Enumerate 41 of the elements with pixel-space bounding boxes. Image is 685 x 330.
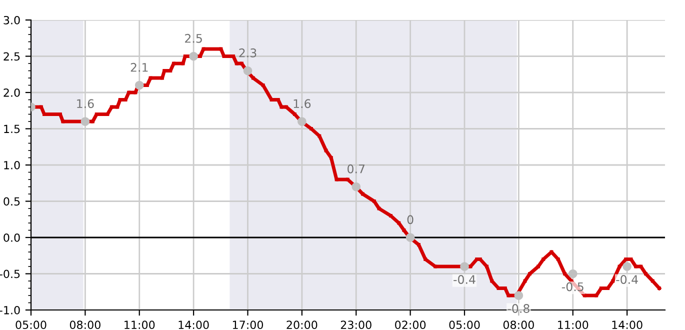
data-label: 2.5 — [185, 34, 202, 43]
data-label: 1.6 — [294, 99, 311, 108]
data-label: 2.1 — [130, 62, 148, 72]
x-tick-label: 02:00 — [395, 320, 426, 330]
point — [406, 233, 415, 242]
data-label: -0.4 — [616, 275, 638, 284]
data-label: -0.5 — [562, 282, 584, 292]
x-tick-label: 14:00 — [178, 320, 209, 330]
y-tick-label: 3.0 — [4, 16, 20, 24]
x-tick-label: 23:00 — [340, 320, 372, 330]
x-tick-label: 11:00 — [558, 320, 588, 330]
x-tick-label: 08:00 — [70, 320, 100, 330]
data-label: -0.4 — [454, 275, 476, 284]
x-tick-label: 17:00 — [232, 320, 264, 330]
point — [352, 182, 361, 192]
data-label: -0.8 — [508, 304, 530, 313]
point — [80, 117, 90, 126]
data-label: 0 — [407, 215, 414, 224]
x-tick-label: 20:00 — [286, 320, 318, 330]
point — [568, 269, 578, 278]
point — [622, 262, 632, 271]
x-tick-label: 05:00 — [16, 320, 46, 330]
point — [134, 80, 144, 90]
x-tick-label: 14:00 — [612, 320, 642, 330]
x-tick-label: 05:00 — [449, 320, 480, 330]
data-label: 1.6 — [77, 99, 94, 108]
y-tick-label: 1.0 — [4, 160, 20, 170]
point — [298, 117, 306, 126]
point — [189, 52, 198, 61]
point — [514, 291, 524, 300]
y-tick-label: 1.5 — [4, 124, 20, 134]
data-label: 0.7 — [348, 164, 365, 174]
y-tick-label: 2.5 — [4, 52, 20, 61]
y-tick-label: 2.0 — [4, 88, 20, 97]
point — [460, 262, 469, 271]
data-label: 2.3 — [239, 48, 256, 58]
y-tick-label: 0.0 — [4, 233, 20, 242]
x-tick-label: 08:00 — [503, 320, 534, 330]
x-tick-label: 11:00 — [124, 320, 155, 330]
point — [243, 66, 252, 76]
y-tick-label: 0.5 — [4, 197, 20, 206]
